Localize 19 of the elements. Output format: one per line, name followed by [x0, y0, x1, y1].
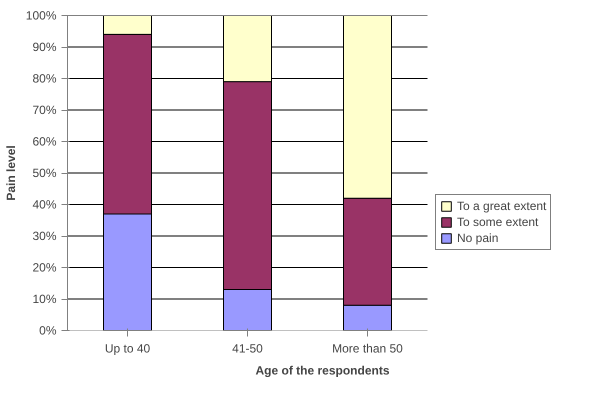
legend-label: No pain	[457, 231, 498, 245]
y-tick-label: 70%	[32, 103, 57, 117]
legend-label: To a great extent	[457, 199, 546, 213]
x-tick-label: More than 50	[332, 342, 404, 356]
y-tick-label: 100%	[26, 8, 57, 22]
x-tick-label: Up to 40	[104, 342, 151, 356]
x-tick-label: 41-50	[232, 342, 264, 356]
y-axis-title: Pain level	[4, 145, 18, 201]
y-tick-label: 60%	[32, 134, 57, 148]
y-tick-label: 10%	[32, 292, 57, 306]
y-tick-label: 90%	[32, 40, 57, 54]
x-axis-title: Age of the respondents	[255, 364, 390, 378]
y-tick-label: 50%	[32, 166, 57, 180]
y-tick-label: 20%	[32, 260, 57, 274]
y-tick-label: 80%	[32, 72, 57, 86]
y-tick-label: 0%	[39, 324, 57, 338]
y-tick-label: 40%	[32, 198, 57, 212]
y-tick-label: 30%	[32, 229, 57, 243]
legend-label: To some extent	[457, 215, 538, 229]
